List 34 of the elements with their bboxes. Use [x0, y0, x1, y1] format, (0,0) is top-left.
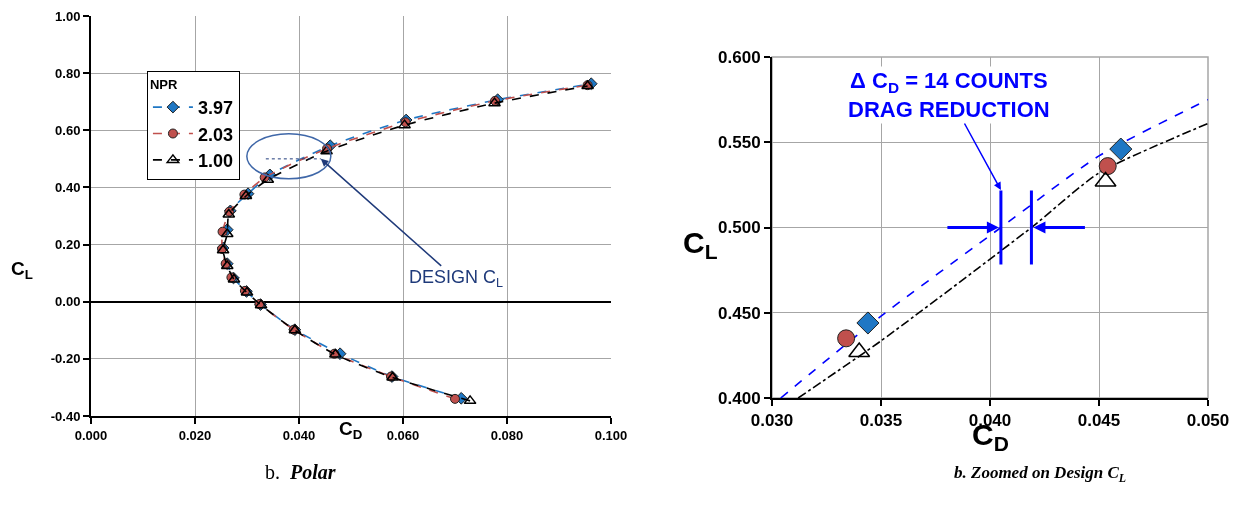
annotation: DESIGN C$_{L}$ — [409, 267, 504, 290]
annotation: Δ C$_{D}$ = 14 COUNTS DRAG REDUCTION — [848, 68, 1050, 122]
y-tick-label: -0.20 — [50, 351, 81, 367]
legend-label: 2.03 — [197, 124, 233, 145]
text: b. Polar — [265, 461, 336, 483]
y-tick-label: 0.40 — [55, 179, 81, 195]
y-tick-label: 0.450 — [718, 303, 761, 323]
x-axis-title: C$_{D}$ — [339, 418, 363, 442]
legend-label: 3.97 — [197, 98, 233, 119]
x-tick-label: 0.050 — [1186, 411, 1230, 431]
y-axis-title: C$_{L}$ — [11, 258, 33, 282]
y-tick-label: 1.00 — [55, 8, 81, 24]
y-tick-label: 0.60 — [55, 122, 81, 138]
x-tick-label: 0.080 — [490, 427, 524, 443]
text: b. Zoomed on Design C$_{L}$ — [954, 463, 1127, 485]
x-tick-label: 0.040 — [282, 427, 316, 443]
x-tick-label: 0.000 — [74, 427, 108, 443]
y-tick-label: -0.40 — [50, 408, 81, 424]
y-axis-title: C$_{L}$ — [683, 226, 718, 264]
x-tick-label: 0.060 — [386, 427, 420, 443]
x-tick-label: 0.045 — [1077, 411, 1121, 431]
y-tick-label: 0.600 — [718, 47, 761, 67]
y-tick-label: 0.500 — [718, 218, 761, 238]
x-tick-label: 0.100 — [594, 427, 628, 443]
legend-label: 1.00 — [197, 150, 233, 171]
y-tick-label: 0.80 — [55, 65, 81, 81]
y-tick-label: 0.400 — [718, 388, 761, 408]
y-tick-label: 0.550 — [718, 133, 761, 153]
legend-title: NPR — [149, 76, 178, 92]
x-tick-label: 0.035 — [859, 411, 903, 431]
x-tick-label: 0.020 — [178, 427, 212, 443]
y-tick-label: 0.20 — [55, 237, 81, 253]
x-tick-label: 0.030 — [750, 411, 794, 431]
y-tick-label: 0.00 — [55, 294, 81, 310]
